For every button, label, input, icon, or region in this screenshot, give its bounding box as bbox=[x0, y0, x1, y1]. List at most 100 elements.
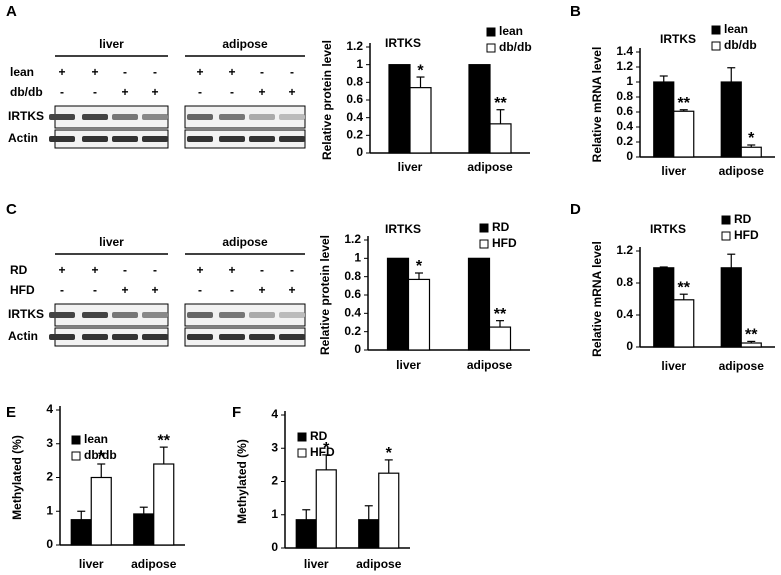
chart-title: IRTKS bbox=[385, 36, 421, 50]
condition-label: db/db bbox=[10, 85, 43, 99]
condition-sign: + bbox=[58, 65, 65, 79]
y-tick-label: 1.2 bbox=[344, 232, 361, 246]
blot-band bbox=[279, 334, 305, 340]
band-label: IRTKS bbox=[8, 109, 44, 123]
y-tick-label: 0 bbox=[356, 145, 363, 159]
bar bbox=[386, 257, 410, 351]
condition-sign: - bbox=[198, 283, 202, 297]
band-label: Actin bbox=[8, 131, 38, 145]
condition-sign: - bbox=[230, 283, 234, 297]
bar bbox=[153, 463, 175, 546]
y-tick-label: 3 bbox=[46, 436, 53, 450]
condition-sign: - bbox=[60, 283, 64, 297]
condition-sign: + bbox=[258, 85, 265, 99]
bar bbox=[673, 299, 695, 348]
blot-band bbox=[187, 136, 213, 142]
y-tick-label: 0.6 bbox=[344, 287, 361, 301]
bar bbox=[653, 267, 675, 348]
bar bbox=[133, 513, 155, 546]
legend-swatch bbox=[711, 25, 721, 35]
blot-band bbox=[82, 312, 108, 318]
condition-sign: - bbox=[290, 263, 294, 277]
x-tick-label: adipose bbox=[719, 164, 765, 178]
blot-band bbox=[219, 312, 245, 318]
significance-label: ** bbox=[494, 306, 507, 323]
condition-sign: + bbox=[288, 283, 295, 297]
condition-sign: + bbox=[288, 85, 295, 99]
legend-swatch bbox=[71, 451, 81, 461]
condition-sign: - bbox=[153, 65, 157, 79]
condition-sign: - bbox=[123, 65, 127, 79]
blot-band bbox=[49, 114, 75, 120]
condition-sign: - bbox=[60, 85, 64, 99]
panel-letter: A bbox=[6, 3, 17, 20]
legend-swatch bbox=[711, 41, 721, 51]
blot-band bbox=[219, 136, 245, 142]
significance-label: * bbox=[386, 445, 393, 462]
x-tick-label: adipose bbox=[356, 557, 402, 571]
x-tick-label: liver bbox=[79, 557, 104, 571]
x-tick-label: adipose bbox=[467, 358, 513, 372]
y-tick-label: 0.8 bbox=[346, 75, 363, 89]
blot-band bbox=[279, 312, 305, 318]
group-label: adipose bbox=[222, 235, 268, 249]
x-tick-label: liver bbox=[396, 358, 421, 372]
legend-label: db/db bbox=[499, 40, 532, 54]
legend-swatch bbox=[721, 215, 731, 225]
y-tick-label: 0.6 bbox=[616, 104, 633, 118]
significance-label: * bbox=[417, 62, 424, 79]
significance-label: * bbox=[416, 258, 423, 275]
bar bbox=[378, 472, 400, 549]
y-tick-label: 0.4 bbox=[616, 307, 633, 321]
y-axis-label: Methylated (%) bbox=[235, 439, 249, 524]
x-tick-label: liver bbox=[661, 164, 686, 178]
condition-sign: + bbox=[228, 65, 235, 79]
bar bbox=[468, 64, 491, 154]
group-label: adipose bbox=[222, 37, 268, 51]
blot-band bbox=[112, 312, 138, 318]
significance-label: ** bbox=[745, 327, 758, 344]
condition-sign: - bbox=[153, 263, 157, 277]
condition-sign: + bbox=[196, 65, 203, 79]
bar bbox=[315, 469, 337, 549]
blot-band bbox=[49, 334, 75, 340]
bar bbox=[489, 123, 512, 154]
chart-title: IRTKS bbox=[650, 222, 686, 236]
condition-sign: - bbox=[260, 263, 264, 277]
condition-sign: + bbox=[151, 283, 158, 297]
y-tick-label: 0.4 bbox=[616, 119, 633, 133]
x-tick-label: adipose bbox=[719, 359, 765, 373]
significance-label: ** bbox=[494, 95, 507, 112]
blot-band bbox=[187, 334, 213, 340]
condition-sign: + bbox=[151, 85, 158, 99]
y-tick-label: 0 bbox=[626, 339, 633, 353]
bar bbox=[488, 326, 512, 351]
blot-band bbox=[112, 136, 138, 142]
blot-band bbox=[187, 312, 213, 318]
y-tick-label: 1 bbox=[46, 503, 53, 517]
legend-label: db/db bbox=[724, 38, 757, 52]
legend-swatch bbox=[297, 448, 307, 458]
condition-sign: + bbox=[121, 85, 128, 99]
blot-band bbox=[142, 136, 168, 142]
group-label: liver bbox=[99, 37, 124, 51]
group-label: liver bbox=[99, 235, 124, 249]
bar bbox=[673, 110, 695, 158]
bar bbox=[409, 87, 432, 154]
x-tick-label: liver bbox=[661, 359, 686, 373]
legend-label: HFD bbox=[734, 228, 759, 242]
panel-letter: C bbox=[6, 201, 17, 218]
x-tick-label: liver bbox=[304, 557, 329, 571]
y-tick-label: 0.4 bbox=[346, 110, 363, 124]
condition-sign: + bbox=[196, 263, 203, 277]
y-tick-label: 4 bbox=[46, 402, 53, 416]
blot-band bbox=[112, 114, 138, 120]
y-tick-label: 0 bbox=[271, 540, 278, 554]
blot-band bbox=[82, 334, 108, 340]
condition-sign: - bbox=[290, 65, 294, 79]
bar bbox=[295, 519, 317, 549]
y-tick-label: 0.2 bbox=[346, 128, 363, 142]
y-tick-label: 0.6 bbox=[346, 92, 363, 106]
condition-sign: + bbox=[91, 263, 98, 277]
